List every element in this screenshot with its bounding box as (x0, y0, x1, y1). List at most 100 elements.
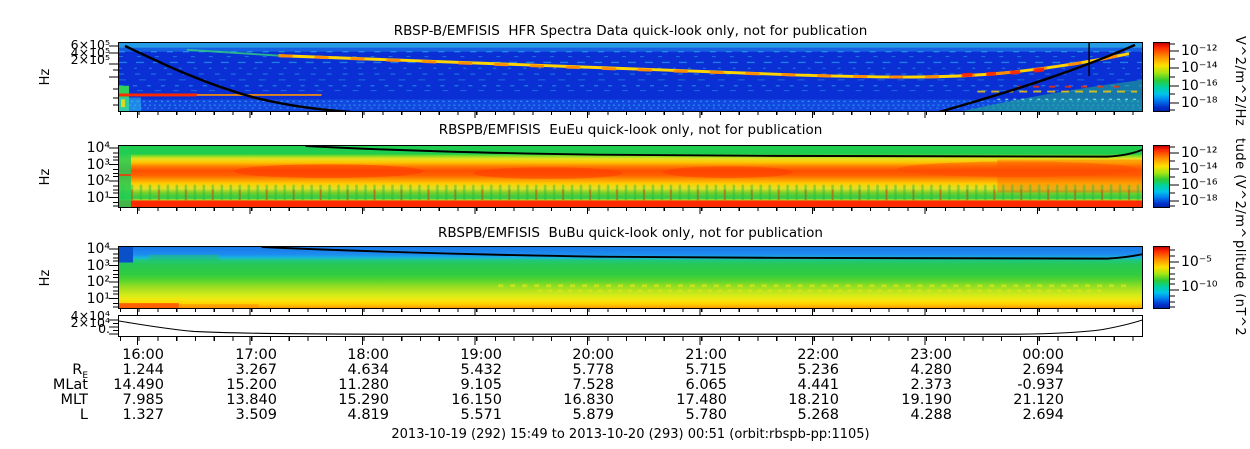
re-value: 4.280 (910, 362, 952, 378)
ephemeris-row-labels: RE MLat MLT L (28, 363, 88, 423)
mlt-value: 13.840 (226, 392, 277, 408)
panel1-time-ticks (118, 112, 1143, 118)
bottom-time-axis-ticks (118, 337, 1143, 345)
mlt-value: 16.830 (563, 392, 614, 408)
colorbar-tick-label: 10⁻¹² (1181, 145, 1218, 161)
row-label-re: RE (72, 362, 88, 381)
panel3-time-ticks (118, 309, 1143, 315)
ytick-label: 10⁴ (86, 140, 110, 156)
colorbar-tick-label: 10⁻¹⁸ (1181, 193, 1218, 209)
l-value: 4.819 (347, 407, 389, 423)
panel1-ylabel: Hz (38, 68, 53, 86)
euEu-spectrogram-image (119, 146, 1142, 207)
fce-curve-right (939, 43, 1136, 111)
re-value: 5.236 (797, 362, 839, 378)
panel2-colorbar-ticks (1170, 146, 1179, 207)
panel1-colorbar-ticks (1170, 43, 1179, 111)
panel2-colorbar-unit: tude (V^2/m^ (1232, 138, 1247, 239)
panel2-spectrogram-euEu (118, 145, 1143, 208)
ytick-label: 10³ (86, 156, 110, 173)
time-tick-label: 18:00 (347, 347, 389, 363)
hfr-spectrogram-image (119, 43, 1142, 111)
fce-curve (305, 146, 1142, 158)
row-label-mlt: MLT (60, 392, 88, 408)
panel3-colorbar-unit: plitude (nT^2 (1232, 240, 1247, 337)
mlat-value: 7.528 (572, 377, 614, 393)
panel2-colorbar (1153, 145, 1170, 208)
colorbar-tick-label: 10⁻¹² (1181, 43, 1218, 59)
re-value: 1.244 (122, 362, 164, 378)
mlt-value: 17.480 (676, 392, 727, 408)
panel4-line-plot (118, 315, 1143, 337)
l-value: 1.327 (122, 407, 164, 423)
re-value: 2.694 (1022, 362, 1064, 378)
ytick-label: 6×10⁵ (70, 37, 110, 52)
ytick-label: 2×10⁴ (70, 314, 110, 330)
time-tick-label: 22:00 (797, 347, 839, 363)
ephemeris-column: 20:00 5.778 7.528 16.830 5.879 (534, 348, 614, 423)
l-value: 5.571 (460, 407, 502, 423)
ytick-label: 10² (86, 274, 110, 290)
panel2-time-ticks (118, 208, 1143, 214)
orange-bottom-left (119, 303, 179, 308)
colorbar-tick-label: 10⁻¹⁸ (1181, 95, 1218, 111)
mlat-value: 15.200 (226, 377, 277, 393)
ytick-label: 10³ (86, 257, 110, 274)
re-value: 4.634 (347, 362, 389, 378)
mlat-value: 11.280 (338, 377, 389, 393)
colorbar-tick-label: 10⁻¹⁴ (1181, 161, 1218, 177)
ytick-label: 10¹ (86, 189, 110, 206)
time-tick-label: 20:00 (572, 347, 614, 363)
time-tick-label: 17:00 (235, 347, 277, 363)
panel2-ylabel: Hz (38, 168, 53, 186)
panel2-ytick-labels: 10⁴ 10³ 10² 10¹ (56, 140, 110, 206)
lower-right-burst (962, 79, 1142, 111)
colorbar-tick-label: 10⁻¹⁴ (1181, 60, 1218, 76)
panel3-ytick-labels: 10⁴ 10³ 10² 10¹ (56, 241, 110, 307)
panel2-title: RBSPB/EMFISIS EuEu quick-look only, not … (438, 122, 823, 138)
ephemeris-column: 00:00 2.694 -0.937 21.120 2.694 (984, 348, 1064, 423)
time-tick-label: 23:00 (910, 347, 952, 363)
ytick-label: 10² (86, 173, 110, 189)
panel1-ytick-labels: 6×10⁵ 4×10⁵ 2×10⁵ (56, 37, 110, 67)
panel1-yaxis-ticks (109, 45, 118, 106)
left-edge-streaks (119, 247, 133, 263)
bubu-spectrogram-image (119, 247, 1142, 308)
colorbar-tick-label: 10⁻⁵ (1181, 254, 1212, 270)
time-tick-label: 19:00 (460, 347, 502, 363)
l-value: 2.694 (1022, 407, 1064, 423)
colorbar-tick-label: 10⁻¹⁶ (1181, 177, 1218, 193)
mlat-value: 9.105 (460, 377, 502, 393)
time-range-caption: 2013-10-19 (292) 15:49 to 2013-10-20 (29… (391, 427, 870, 442)
panel3-ylabel: Hz (38, 269, 53, 287)
re-value: 3.267 (235, 362, 277, 378)
mlt-value: 16.150 (451, 392, 502, 408)
panel3-spectrogram-bubu (118, 246, 1143, 309)
time-tick-label: 21:00 (685, 347, 727, 363)
panel1-colorbar-unit: V^2/m^2/Hz (1232, 36, 1247, 127)
panel3-colorbar-ticks (1170, 249, 1179, 308)
row-label-mlat: MLat (52, 377, 88, 393)
ephemeris-column: 21:00 5.715 6.065 17.480 5.780 (647, 348, 727, 423)
ytick-label: 2×10⁵ (70, 52, 110, 67)
ytick-label: 4×10⁵ (70, 44, 110, 60)
panel4-yaxis-ticks (109, 319, 118, 335)
colorbar-tick-label: 10⁻¹⁰ (1181, 279, 1218, 295)
row-label-l: L (79, 407, 88, 423)
fce-curve (261, 247, 1142, 260)
time-tick-label: 16:00 (122, 347, 164, 363)
panel2-yaxis-ticks (109, 147, 118, 207)
ephemeris-column: 17:00 3.267 15.200 13.840 3.509 (197, 348, 277, 423)
re-value: 5.432 (460, 362, 502, 378)
l-value: 5.780 (685, 407, 727, 423)
time-tick-label: 00:00 (1022, 347, 1064, 363)
re-value: 5.715 (685, 362, 727, 378)
mlat-value: 2.373 (910, 377, 952, 393)
panel4-ytick-labels: 4×10⁴ 2×10⁴ 0. (56, 310, 110, 335)
mlt-value: 19.190 (901, 392, 952, 408)
mlt-value: 21.120 (1013, 392, 1064, 408)
ephemeris-column: 16:00 1.244 14.490 7.985 1.327 (84, 348, 164, 423)
ytick-label: 10¹ (86, 290, 110, 307)
fce-curve-left (124, 44, 351, 111)
mlat-value: -0.937 (1017, 377, 1064, 393)
